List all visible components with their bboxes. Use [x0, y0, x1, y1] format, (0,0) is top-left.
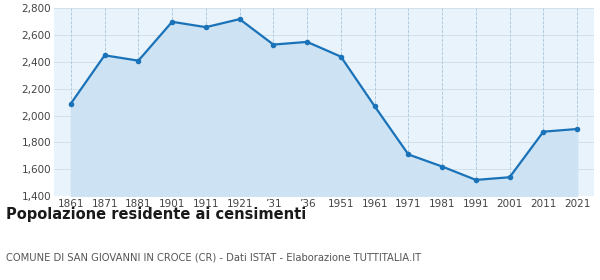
Point — [505, 175, 514, 179]
Point — [134, 59, 143, 63]
Point — [572, 127, 582, 131]
Point — [404, 152, 413, 157]
Point — [539, 129, 548, 134]
Point — [471, 178, 481, 182]
Text: COMUNE DI SAN GIOVANNI IN CROCE (CR) - Dati ISTAT - Elaborazione TUTTITALIA.IT: COMUNE DI SAN GIOVANNI IN CROCE (CR) - D… — [6, 252, 421, 262]
Point — [336, 54, 346, 59]
Point — [437, 164, 447, 169]
Point — [235, 17, 244, 21]
Point — [167, 20, 177, 24]
Point — [100, 53, 109, 58]
Point — [269, 42, 278, 47]
Text: Popolazione residente ai censimenti: Popolazione residente ai censimenti — [6, 207, 306, 222]
Point — [370, 104, 379, 108]
Point — [302, 40, 312, 44]
Point — [201, 25, 211, 29]
Point — [66, 101, 76, 106]
